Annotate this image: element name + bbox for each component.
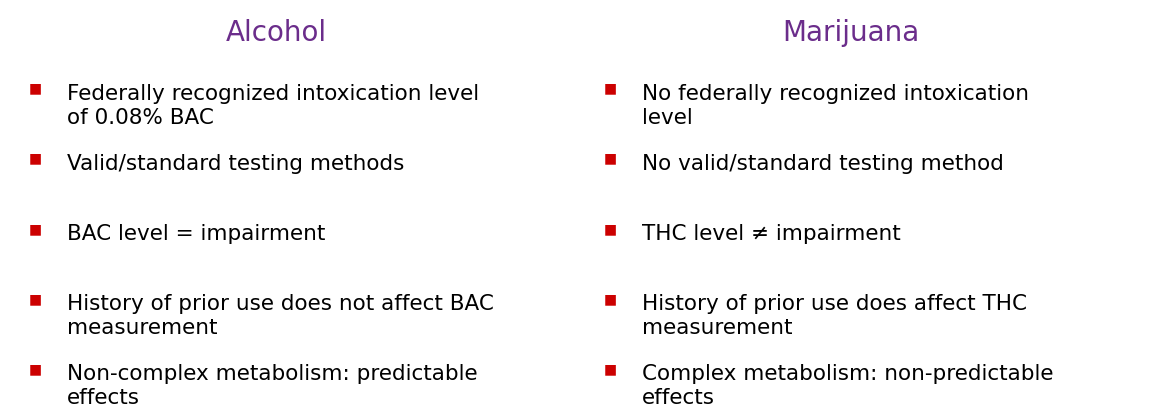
Text: ■: ■: [29, 82, 41, 95]
Text: THC level ≠ impairment: THC level ≠ impairment: [642, 224, 900, 244]
Text: ■: ■: [29, 152, 41, 166]
Text: Marijuana: Marijuana: [782, 19, 920, 47]
Text: ■: ■: [604, 222, 616, 236]
Text: History of prior use does not affect BAC
measurement: History of prior use does not affect BAC…: [67, 294, 493, 338]
Text: ■: ■: [29, 362, 41, 376]
Text: Alcohol: Alcohol: [225, 19, 327, 47]
Text: Valid/standard testing methods: Valid/standard testing methods: [67, 154, 404, 174]
Text: ■: ■: [604, 82, 616, 95]
Text: ■: ■: [604, 152, 616, 166]
Text: No federally recognized intoxication
level: No federally recognized intoxication lev…: [642, 84, 1029, 127]
Text: BAC level = impairment: BAC level = impairment: [67, 224, 325, 244]
Text: ■: ■: [604, 362, 616, 376]
Text: Complex metabolism: non-predictable
effects: Complex metabolism: non-predictable effe…: [642, 364, 1053, 408]
Text: Non-complex metabolism: predictable
effects: Non-complex metabolism: predictable effe…: [67, 364, 477, 408]
Text: ■: ■: [604, 292, 616, 306]
Text: No valid/standard testing method: No valid/standard testing method: [642, 154, 1004, 174]
Text: ■: ■: [29, 222, 41, 236]
Text: History of prior use does affect THC
measurement: History of prior use does affect THC mea…: [642, 294, 1027, 338]
Text: ■: ■: [29, 292, 41, 306]
Text: Federally recognized intoxication level
of 0.08% BAC: Federally recognized intoxication level …: [67, 84, 478, 127]
